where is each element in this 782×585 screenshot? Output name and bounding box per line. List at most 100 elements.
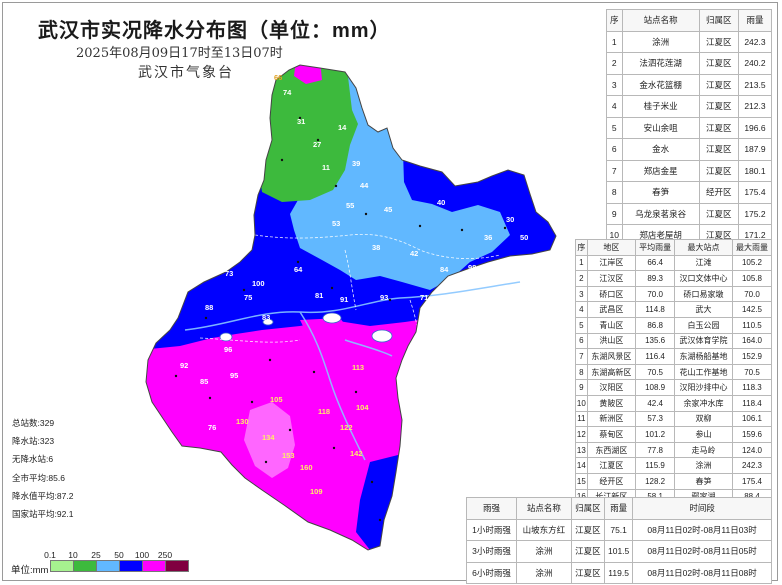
table-cell: 东西湖区	[586, 441, 637, 459]
table-cell: 武汉体育学院	[674, 332, 733, 350]
table-cell: 江夏区	[698, 95, 739, 118]
table-cell: 7	[575, 348, 588, 365]
issuing-agency: 武汉市气象台	[138, 65, 234, 81]
station-value: 11	[322, 163, 330, 172]
table-cell: 涂洲	[516, 561, 572, 584]
table-cell: 159.6	[731, 426, 773, 443]
table-cell: 5	[575, 316, 588, 334]
station-value: 30	[506, 215, 514, 224]
table-cell: 经开区	[586, 472, 637, 490]
table-cell: 汉口文体中心	[674, 270, 733, 287]
table-cell: 江岸区	[586, 254, 637, 272]
legend-bar	[50, 560, 189, 572]
legend-swatch	[96, 560, 120, 572]
legend-tick: 25	[91, 550, 101, 560]
legend-swatch	[73, 560, 97, 572]
table-cell: 江夏区	[698, 202, 739, 225]
legend-swatch	[142, 560, 166, 572]
table-row: 3小时雨强 涂洲 江夏区 101.5 08月11日02时-08月11日05时	[466, 540, 772, 563]
station-value: 50	[520, 233, 528, 242]
station-value: 74	[283, 88, 292, 97]
stat-value: 92.1	[56, 509, 74, 520]
table-cell: 金水	[621, 138, 700, 161]
station-value: 122	[340, 423, 353, 432]
table-row: 9 汉阳区 108.9 汉阳沙排中心 118.3	[575, 379, 773, 396]
table-cell: 187.9	[737, 138, 773, 161]
table-cell: 08月11日02时-08月11日08时	[632, 561, 772, 584]
table-cell: 东湖杨船基地	[674, 348, 733, 365]
top-stations-table: 序站点名称 归属区 雨量 1 涂洲 江夏区 242.3 2 法泗花莲湖 江夏区 240.2 3 金水花…	[606, 9, 773, 247]
station-value: 44	[360, 181, 369, 190]
table-cell: 硚口易家墩	[674, 285, 733, 303]
station-value: 40	[437, 198, 445, 207]
legend-swatch	[50, 560, 74, 572]
column-header: 站点名称	[516, 497, 572, 520]
table-cell: 13	[575, 441, 588, 459]
table-cell: 240.2	[737, 52, 773, 75]
station-stats: 总站数:329 降水站:323 无降水站:6 全市平均:85.6 降水值平均:87.2 国…	[12, 414, 73, 523]
table-cell: 江夏区	[698, 30, 739, 53]
table-cell: 152.9	[731, 348, 773, 365]
table-cell: 142.5	[731, 301, 773, 318]
table-cell: 花山工作基地	[674, 363, 733, 381]
hourly-intensity-table: 雨强 站点名称 归属区 雨量 时间段 1小时雨强 山坡东方红 江夏区 75.1 08月11日02…	[466, 497, 772, 584]
table-cell: 江夏区	[570, 561, 606, 584]
column-header: 雨量	[604, 497, 634, 520]
table-cell: 8	[606, 181, 623, 204]
stat-label: 降水值平均	[12, 490, 55, 501]
table-row: 8 春笋 经开区 175.4	[606, 181, 773, 204]
table-cell: 江夏区	[570, 540, 606, 563]
table-cell: 212.3	[737, 95, 773, 118]
table-cell: 双柳	[674, 410, 733, 428]
table-cell: 213.5	[737, 73, 773, 96]
table-row: 14 江夏区 115.9 涂洲 242.3	[575, 457, 773, 474]
table-row: 10 黄陂区 42.4 余家冲水库 118.4	[575, 394, 773, 412]
stat-label: 无降水站	[12, 454, 47, 465]
table-cell: 8	[575, 363, 588, 381]
table-cell: 江夏区	[698, 52, 739, 75]
table-cell: 105.2	[731, 254, 773, 272]
table-cell: 89.3	[635, 270, 676, 287]
table-cell: 75.1	[604, 518, 634, 541]
stat-line: 无降水站:6	[12, 454, 54, 465]
table-cell: 6	[606, 138, 623, 161]
table-cell: 77.8	[635, 441, 676, 459]
table-cell: 春笋	[621, 181, 700, 204]
table-cell: 6	[575, 332, 588, 350]
table-cell: 新洲区	[586, 410, 637, 428]
table-row: 9 乌龙泉茗泉谷 江夏区 175.2	[606, 202, 773, 225]
legend-tick: 250	[157, 550, 173, 560]
table-cell: 桂子米业	[621, 95, 700, 118]
stat-label: 全市平均	[12, 472, 47, 483]
table-cell: 江夏区	[586, 457, 637, 474]
table-row: 8 东湖高新区 70.5 花山工作基地 70.5	[575, 363, 773, 381]
table-row: 5 安山余咀 江夏区 196.6	[606, 116, 773, 139]
table-cell: 10	[575, 394, 588, 412]
district-lines	[199, 233, 501, 401]
station-value: 64	[294, 265, 303, 274]
table-cell: 12	[575, 426, 588, 443]
table-cell: 08月11日02时-08月11日03时	[632, 518, 772, 541]
column-header: 站点名称	[621, 9, 700, 32]
legend-tick: 10	[68, 550, 78, 560]
table-cell: 9	[606, 202, 623, 225]
station-value: 39	[352, 159, 360, 168]
table-cell: 2	[575, 270, 588, 287]
station-value: 96	[224, 345, 232, 354]
station-value: 134	[262, 433, 275, 442]
table-cell: 江夏区	[698, 73, 739, 96]
band-10-25	[258, 65, 358, 202]
table-cell: 5	[606, 116, 623, 139]
table-cell: 3	[575, 285, 588, 303]
table-row: 4 武昌区 114.8 武大 142.5	[575, 301, 773, 318]
station-value: 98	[468, 263, 476, 272]
station-value: 27	[313, 140, 321, 149]
table-cell: 蔡甸区	[586, 426, 637, 443]
table-cell: 57.3	[635, 410, 676, 428]
stat-value: 329	[39, 418, 55, 428]
table-cell: 70.0	[731, 285, 773, 303]
station-value: 105	[270, 395, 283, 404]
map-subtitle: 2025年08月09日17时至13日07时	[76, 46, 283, 61]
table-cell: 6小时雨强	[466, 561, 517, 584]
table-row: 2 江汉区 89.3 汉口文体中心 105.8	[575, 270, 773, 287]
